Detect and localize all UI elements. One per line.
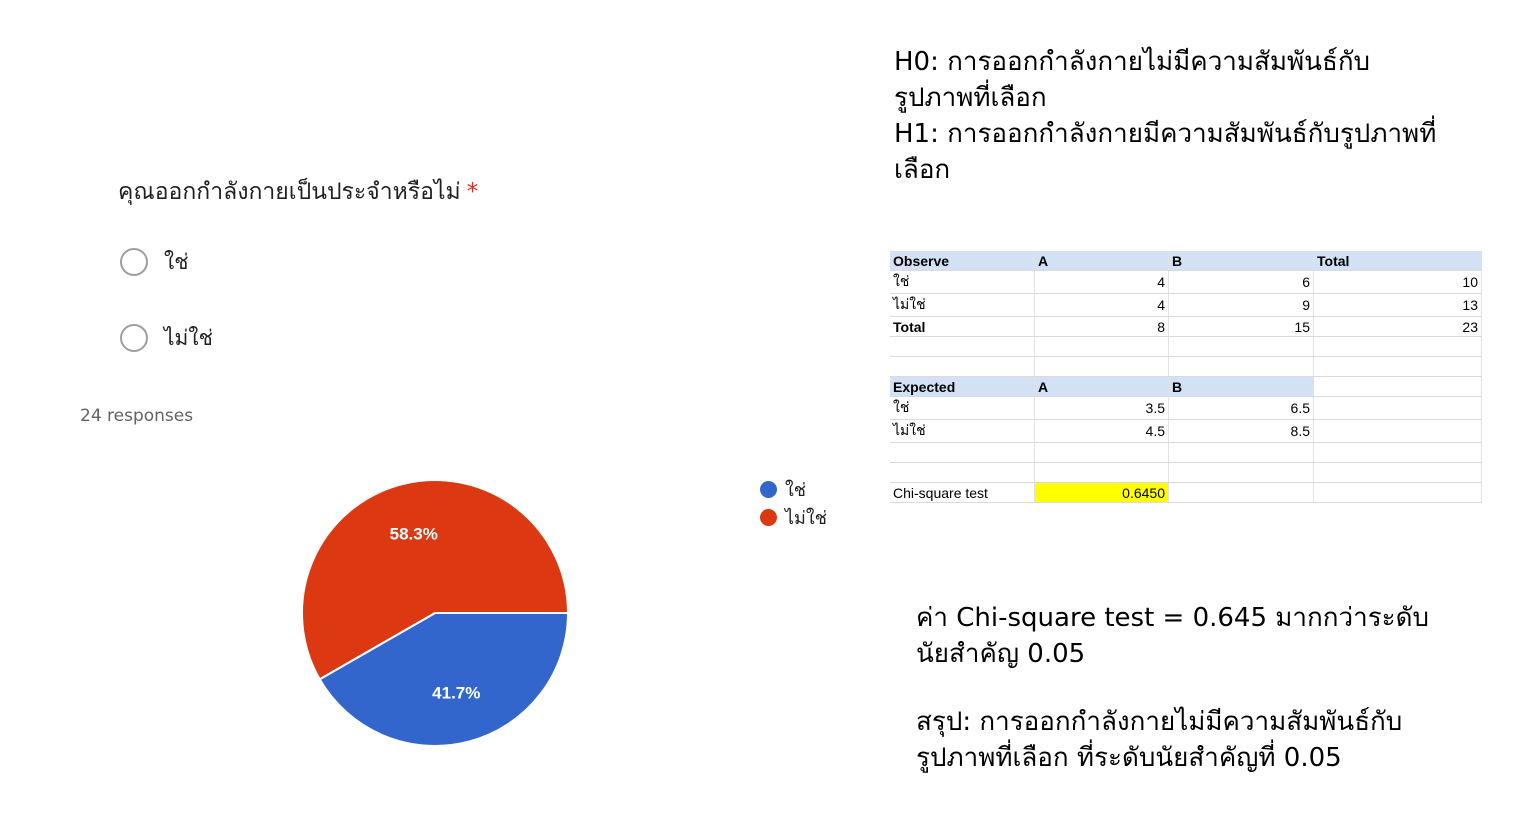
table-cell: Total [890, 316, 1035, 337]
responses-count: 24 responses [80, 406, 194, 426]
table-cell: 6.5 [1168, 396, 1314, 420]
conclusion: ค่า Chi-square test = 0.645 มากกว่าระดับ… [916, 600, 1476, 776]
pie-slice-label: 41.7% [432, 684, 480, 703]
chart-legend: ใช่ ไม่ใช่ [760, 475, 827, 531]
option-no[interactable]: ไม่ใช่ [120, 320, 213, 356]
table-cell: 8 [1034, 316, 1169, 337]
table-cell: ไม่ใช่ [890, 293, 1035, 317]
table-cell: ใช่ [890, 270, 1035, 294]
legend-item-no: ไม่ใช่ [760, 503, 827, 531]
question-text: คุณออกกำลังกายเป็นประจำหรือไม่ [118, 179, 461, 205]
table-cell: 15 [1168, 316, 1314, 337]
empty-row [890, 336, 1482, 357]
conclusion-line-3: สรุป: การออกกำลังกายไม่มีความสัมพันธ์กับ [916, 707, 1403, 737]
observe-row: ใช่ 4 6 10 [890, 270, 1482, 294]
table-cell: 6 [1168, 270, 1314, 294]
table-cell: 9 [1168, 293, 1314, 317]
option-yes-label: ใช่ [164, 249, 189, 274]
expected-row: ไม่ใช่ 4.5 8.5 [890, 419, 1482, 443]
table-cell: ไม่ใช่ [890, 419, 1035, 443]
radio-no[interactable] [120, 324, 148, 352]
chi-square-sheet: Observe A B Total ใช่ 4 6 10 ไม่ใช่ 4 9 … [890, 251, 1482, 503]
table-cell: 23 [1313, 316, 1482, 337]
h0-line-1: H0: การออกกำลังกายไม่มีความสัมพันธ์กับ [894, 47, 1371, 77]
question-title: คุณออกกำลังกายเป็นประจำหรือไม่ * [118, 174, 478, 210]
observe-row: ไม่ใช่ 4 9 13 [890, 293, 1482, 317]
table-cell: 4 [1034, 270, 1169, 294]
table-cell: 8.5 [1168, 419, 1314, 443]
chi-square-value: 0.6450 [1034, 482, 1169, 503]
table-cell: 10 [1313, 270, 1482, 294]
expected-header-cell: B [1168, 376, 1314, 397]
empty-row [890, 442, 1482, 463]
legend-swatch-no [760, 508, 777, 526]
pie-chart: 41.7% 58.3% [301, 479, 570, 747]
table-cell: ใช่ [890, 396, 1035, 420]
chi-square-label: Chi-square test [890, 482, 1035, 503]
radio-yes[interactable] [120, 248, 148, 276]
empty-row [890, 462, 1482, 483]
legend-label-yes: ใช่ [785, 479, 807, 501]
observe-header-cell: B [1168, 251, 1314, 271]
expected-header-cell: A [1034, 376, 1169, 397]
table-cell: 13 [1313, 293, 1482, 317]
option-yes[interactable]: ใช่ [120, 244, 189, 280]
chi-square-row: Chi-square test 0.6450 [890, 482, 1482, 503]
h1-line-2: เลือก [894, 155, 951, 185]
expected-header-cell: Expected [890, 376, 1035, 397]
empty-row [890, 356, 1482, 377]
chi-square-statement: ค่า Chi-square test = 0.645 มากกว่าระดับ… [916, 600, 1476, 672]
observe-header-row: Observe A B Total [890, 251, 1482, 271]
h0-line-2: รูปภาพที่เลือก [894, 83, 1047, 113]
h1-line-1: H1: การออกกำลังกายมีความสัมพันธ์กับรูปภา… [894, 119, 1437, 149]
observe-header-cell: A [1034, 251, 1169, 271]
table-cell: 4.5 [1034, 419, 1169, 443]
conclusion-line-2: นัยสำคัญ 0.05 [916, 639, 1086, 669]
legend-item-yes: ใช่ [760, 475, 827, 503]
conclusion-line-1: ค่า Chi-square test = 0.645 มากกว่าระดับ [916, 603, 1430, 633]
pie-slice-label: 58.3% [390, 524, 438, 543]
legend-swatch-yes [760, 480, 777, 498]
table-cell: 4 [1034, 293, 1169, 317]
expected-header-row: Expected A B [890, 376, 1482, 397]
conclusion-line-4: รูปภาพที่เลือก ที่ระดับนัยสำคัญที่ 0.05 [916, 743, 1342, 773]
expected-row: ใช่ 3.5 6.5 [890, 396, 1482, 420]
legend-label-no: ไม่ใช่ [785, 507, 827, 529]
observe-header-cell: Total [1313, 251, 1482, 271]
pie-slice [318, 612, 570, 747]
option-no-label: ไม่ใช่ [164, 325, 213, 350]
table-cell: 3.5 [1034, 396, 1169, 420]
observe-header-cell: Observe [890, 251, 1035, 271]
pie-slice [301, 479, 570, 681]
hypotheses: H0: การออกกำลังกายไม่มีความสัมพันธ์กับ ร… [894, 44, 1494, 188]
summary-statement: สรุป: การออกกำลังกายไม่มีความสัมพันธ์กับ… [916, 704, 1476, 776]
required-star: * [466, 179, 479, 205]
observe-total-row: Total 8 15 23 [890, 316, 1482, 337]
